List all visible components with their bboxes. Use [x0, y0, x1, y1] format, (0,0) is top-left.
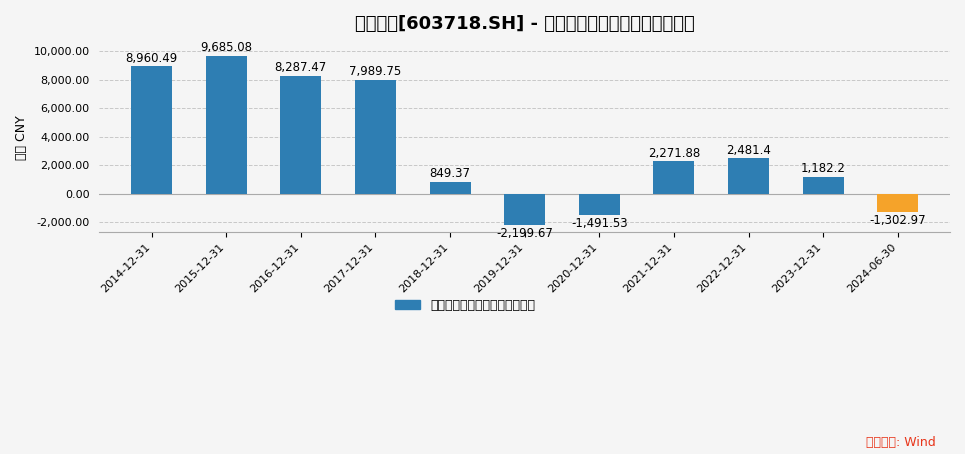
Text: 2,481.4: 2,481.4 — [726, 143, 771, 157]
Text: 2,271.88: 2,271.88 — [648, 147, 700, 160]
Legend: 扣非后归属母公司股东的净利润: 扣非后归属母公司股东的净利润 — [390, 294, 540, 316]
Text: 1,182.2: 1,182.2 — [801, 162, 845, 175]
Bar — [355, 80, 396, 194]
Bar — [429, 182, 471, 194]
Text: -2,199.67: -2,199.67 — [496, 227, 553, 240]
Text: -1,302.97: -1,302.97 — [869, 214, 926, 227]
Text: 7,989.75: 7,989.75 — [349, 65, 401, 78]
Title: 海利生物[603718.SH] - 扣非后归属母公司股东的净利润: 海利生物[603718.SH] - 扣非后归属母公司股东的净利润 — [355, 15, 695, 33]
Bar — [281, 76, 321, 194]
Text: 8,287.47: 8,287.47 — [275, 61, 327, 74]
Bar — [579, 194, 620, 215]
Text: 9,685.08: 9,685.08 — [201, 41, 252, 54]
Text: -1,491.53: -1,491.53 — [571, 217, 627, 230]
Bar — [206, 56, 247, 194]
Bar — [653, 161, 695, 194]
Bar — [504, 194, 545, 225]
Text: 数据来源: Wind: 数据来源: Wind — [867, 436, 936, 449]
Y-axis label: 万元 CNY: 万元 CNY — [15, 115, 28, 160]
Text: 8,960.49: 8,960.49 — [125, 51, 178, 64]
Bar — [131, 66, 172, 194]
Bar — [728, 158, 769, 194]
Text: 849.37: 849.37 — [429, 167, 471, 180]
Bar — [803, 177, 843, 194]
Bar — [877, 194, 919, 212]
